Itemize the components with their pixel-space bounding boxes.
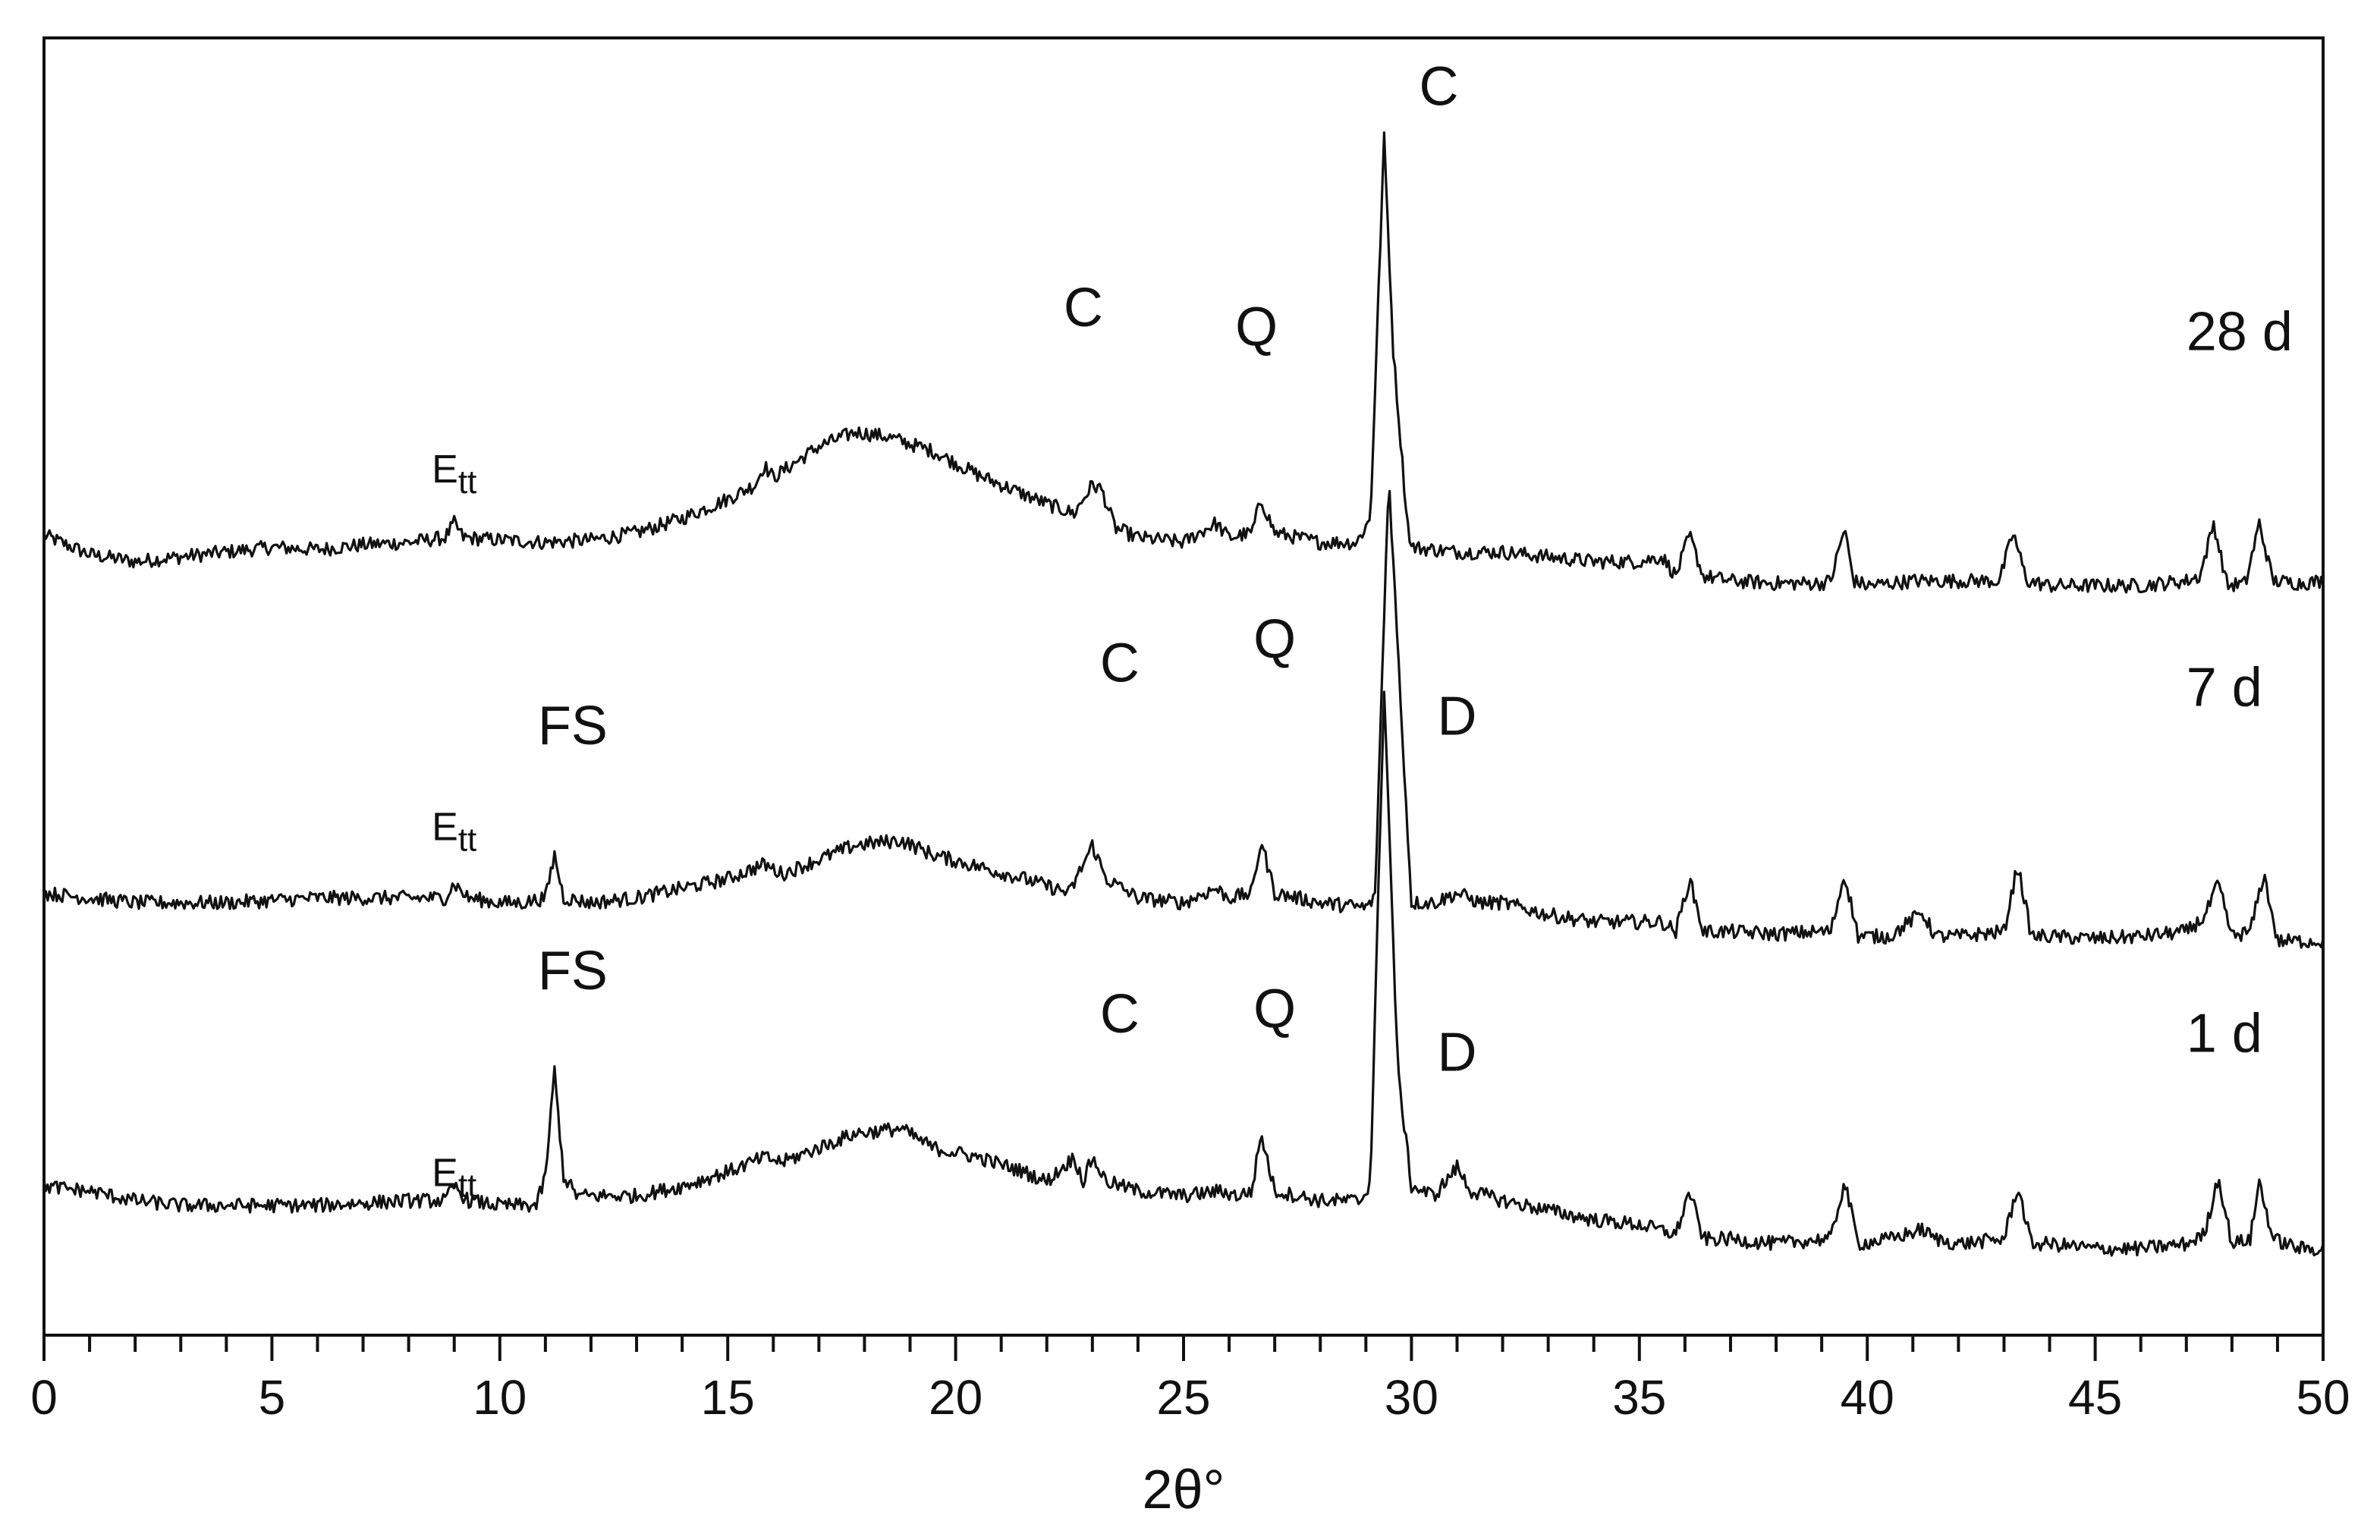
series-label: 28 d	[2187, 302, 2293, 363]
peak-label: Ett	[432, 448, 476, 501]
peak-label: Q	[1235, 297, 1278, 357]
series-line-7-d	[42, 489, 2325, 949]
peak-label: Q	[1253, 609, 1296, 670]
peak-label: FS	[538, 696, 608, 756]
x-tick-label: 5	[259, 1370, 286, 1425]
x-axis-tick-labels: 0 5 10 15 20 25 30 35 40 45 50	[30, 1370, 2350, 1425]
x-tick-label: 10	[473, 1370, 527, 1425]
x-tick-label: 15	[701, 1370, 755, 1425]
peak-label: Ett	[432, 806, 476, 859]
series-line-1-d	[42, 690, 2325, 1257]
series-lines	[42, 131, 2325, 1257]
peak-label: FS	[538, 941, 608, 1001]
peak-label: C	[1064, 278, 1103, 338]
x-tick-label: 20	[929, 1370, 982, 1425]
peak-label: Ett	[432, 1152, 476, 1205]
x-tick-label: 45	[2068, 1370, 2122, 1425]
peak-label: D	[1437, 1023, 1476, 1083]
peak-label: C	[1100, 633, 1140, 694]
series-label: 1 d	[2187, 1003, 2262, 1064]
series-label: 7 d	[2187, 657, 2262, 718]
plot-frame	[42, 36, 2325, 1337]
x-tick-label: 0	[30, 1370, 58, 1425]
peak-label: Q	[1253, 979, 1296, 1040]
x-axis-title: 2θ°	[1143, 1460, 1225, 1520]
peak-label: C	[1419, 57, 1458, 118]
x-axis-ticks	[42, 1335, 2325, 1361]
series-line-28-d	[42, 131, 2325, 594]
x-tick-label: 25	[1156, 1370, 1210, 1425]
x-tick-label: 40	[1841, 1370, 1894, 1425]
x-tick-label: 30	[1385, 1370, 1438, 1425]
x-tick-label: 50	[2296, 1370, 2350, 1425]
peak-annotations: C C Q Ett FS C Q D Ett FS C Q D Ett	[432, 57, 1476, 1205]
peak-label: D	[1437, 686, 1476, 746]
series-labels: 28 d 7 d 1 d	[2187, 302, 2293, 1064]
peak-label: C	[1100, 984, 1140, 1045]
x-tick-label: 35	[1612, 1370, 1666, 1425]
